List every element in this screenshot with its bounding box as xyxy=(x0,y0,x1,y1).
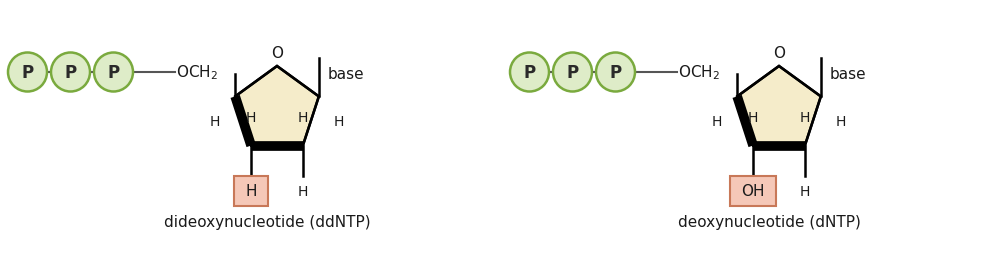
Text: OCH$_2$: OCH$_2$ xyxy=(678,64,720,82)
Text: deoxynucleotide (dNTP): deoxynucleotide (dNTP) xyxy=(677,214,861,229)
Text: P: P xyxy=(610,64,622,82)
Text: base: base xyxy=(830,67,867,82)
Text: P: P xyxy=(523,64,535,82)
Text: O: O xyxy=(271,46,283,61)
Circle shape xyxy=(510,53,549,92)
Circle shape xyxy=(94,53,133,92)
Text: dideoxynucleotide (ddNTP): dideoxynucleotide (ddNTP) xyxy=(163,214,370,229)
Text: H: H xyxy=(748,111,758,125)
Text: H: H xyxy=(836,115,847,129)
Text: base: base xyxy=(328,67,365,82)
Circle shape xyxy=(51,53,90,92)
Circle shape xyxy=(8,53,47,92)
Text: H: H xyxy=(297,111,308,125)
Text: P: P xyxy=(65,64,77,82)
Text: OH: OH xyxy=(742,183,765,198)
Text: H: H xyxy=(799,111,810,125)
Text: OCH$_2$: OCH$_2$ xyxy=(176,64,218,82)
Text: H: H xyxy=(246,111,256,125)
Text: P: P xyxy=(566,64,579,82)
Polygon shape xyxy=(737,67,821,146)
Text: H: H xyxy=(712,115,722,129)
Circle shape xyxy=(596,53,635,92)
Text: P: P xyxy=(21,64,33,82)
Text: H: H xyxy=(297,184,308,198)
Text: O: O xyxy=(773,46,785,61)
FancyBboxPatch shape xyxy=(234,176,268,206)
Text: H: H xyxy=(210,115,220,129)
Text: H: H xyxy=(799,184,810,198)
Text: H: H xyxy=(245,183,257,198)
Text: H: H xyxy=(334,115,344,129)
Polygon shape xyxy=(235,67,319,146)
FancyBboxPatch shape xyxy=(730,176,776,206)
Text: P: P xyxy=(108,64,120,82)
Circle shape xyxy=(553,53,592,92)
